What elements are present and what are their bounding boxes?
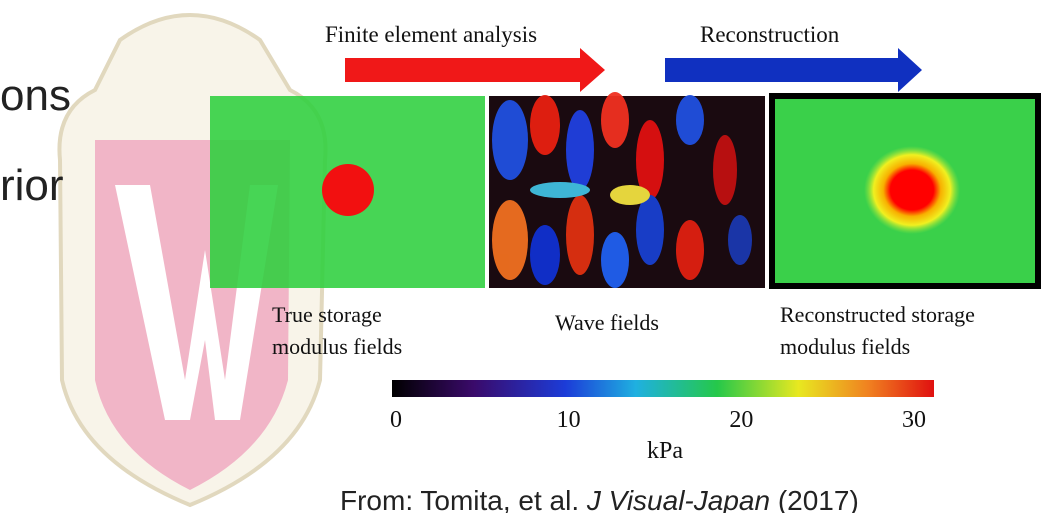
citation-journal: J Visual-Japan bbox=[586, 485, 770, 513]
colorbar-tick-label: 0 bbox=[390, 407, 402, 433]
panel-label: modulus fields bbox=[780, 334, 910, 359]
wave-field-panel bbox=[489, 92, 765, 288]
citation-text: From: Tomita, et al. bbox=[340, 485, 587, 513]
reconstructed-inclusion bbox=[864, 146, 960, 234]
colorbar-tick-label: 20 bbox=[729, 407, 753, 433]
slide: ons rior Finite element analysis Reconst… bbox=[0, 0, 1061, 513]
colorbar-tick-label: 10 bbox=[557, 407, 581, 433]
bullet-fragment: ons bbox=[0, 71, 71, 120]
citation: From: Tomita, et al. J Visual-Japan (201… bbox=[340, 485, 859, 513]
colorbar-tick-label: 30 bbox=[902, 407, 926, 433]
colorbar bbox=[392, 380, 934, 397]
arrow bbox=[345, 48, 605, 92]
arrow-label: Finite element analysis bbox=[325, 22, 537, 47]
panel-label: Reconstructed storage bbox=[780, 302, 975, 327]
citation-text: (2017) bbox=[770, 485, 859, 513]
colorbar-unit: kPa bbox=[647, 438, 683, 464]
arrow bbox=[665, 48, 922, 92]
colorbar-ticks: 0 10 20 30 bbox=[390, 407, 926, 433]
panel-label: Wave fields bbox=[555, 310, 659, 335]
bullet-fragment: rior bbox=[0, 161, 64, 210]
arrow-label: Reconstruction bbox=[700, 22, 840, 47]
inclusion bbox=[322, 164, 374, 216]
panel-label: modulus fields bbox=[272, 334, 402, 359]
panel-label: True storage bbox=[272, 302, 382, 327]
